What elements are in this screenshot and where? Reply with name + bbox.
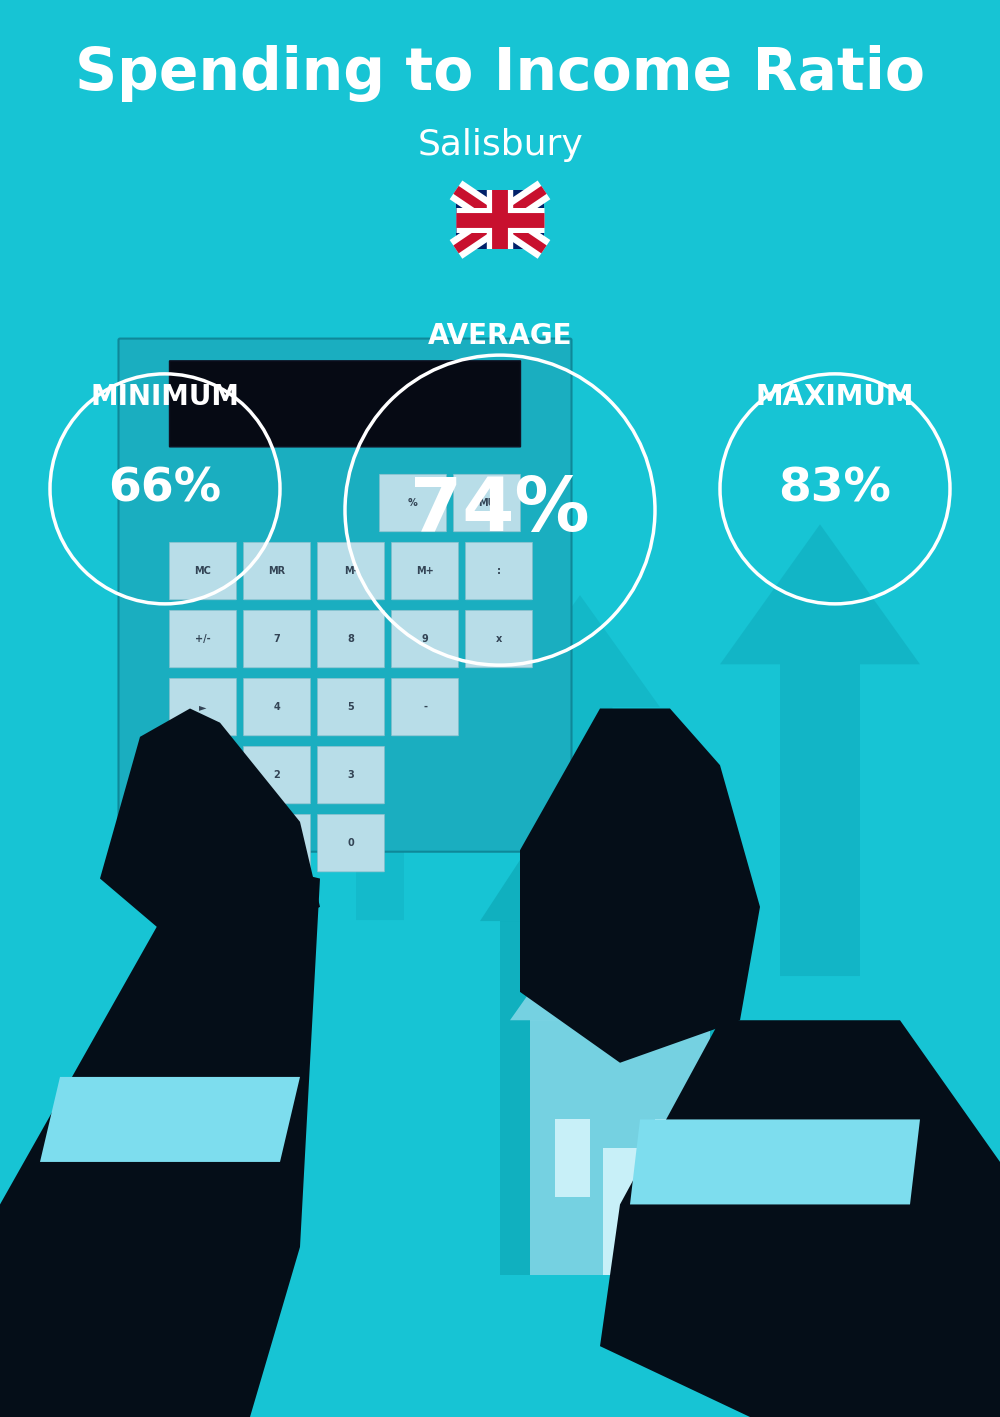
FancyBboxPatch shape bbox=[170, 679, 236, 735]
Text: 7: 7 bbox=[274, 633, 280, 645]
Text: MR: MR bbox=[268, 565, 286, 577]
Polygon shape bbox=[500, 595, 660, 948]
Text: $: $ bbox=[862, 1271, 889, 1308]
Bar bbox=[603, 1148, 641, 1275]
Text: MC: MC bbox=[195, 565, 211, 577]
Polygon shape bbox=[510, 864, 730, 1020]
Polygon shape bbox=[600, 1020, 1000, 1417]
Bar bbox=[685, 1248, 795, 1280]
FancyBboxPatch shape bbox=[318, 611, 384, 667]
Text: x: x bbox=[496, 633, 502, 645]
Text: Spending to Income Ratio: Spending to Income Ratio bbox=[75, 45, 925, 102]
Text: 0: 0 bbox=[348, 837, 354, 849]
Text: 74%: 74% bbox=[410, 473, 590, 547]
Text: C/A: C/A bbox=[194, 769, 212, 781]
Bar bbox=[620, 871, 645, 949]
Bar bbox=[685, 1197, 795, 1229]
Bar bbox=[500, 921, 720, 1275]
Text: MINIMUM: MINIMUM bbox=[90, 383, 240, 411]
FancyBboxPatch shape bbox=[466, 543, 532, 599]
FancyBboxPatch shape bbox=[318, 815, 384, 871]
Polygon shape bbox=[630, 1119, 920, 1204]
FancyBboxPatch shape bbox=[392, 611, 458, 667]
FancyBboxPatch shape bbox=[244, 815, 310, 871]
FancyBboxPatch shape bbox=[380, 475, 446, 531]
Text: 00: 00 bbox=[196, 837, 210, 849]
FancyBboxPatch shape bbox=[170, 815, 236, 871]
FancyBboxPatch shape bbox=[244, 747, 310, 803]
Text: 9: 9 bbox=[422, 633, 428, 645]
Text: +/-: +/- bbox=[195, 633, 211, 645]
FancyBboxPatch shape bbox=[170, 611, 236, 667]
Text: 5: 5 bbox=[348, 701, 354, 713]
Text: -: - bbox=[423, 701, 427, 713]
Text: Salisbury: Salisbury bbox=[417, 128, 583, 162]
FancyBboxPatch shape bbox=[119, 339, 572, 852]
Text: %: % bbox=[408, 497, 418, 509]
Bar bbox=[850, 1141, 900, 1183]
FancyBboxPatch shape bbox=[244, 679, 310, 735]
Text: AVERAGE: AVERAGE bbox=[428, 322, 572, 350]
FancyBboxPatch shape bbox=[170, 543, 236, 599]
FancyBboxPatch shape bbox=[244, 611, 310, 667]
Polygon shape bbox=[100, 708, 320, 964]
Bar bbox=[770, 1134, 810, 1169]
Text: .: . bbox=[275, 837, 279, 849]
FancyBboxPatch shape bbox=[318, 747, 384, 803]
Polygon shape bbox=[720, 524, 920, 976]
Text: 83%: 83% bbox=[779, 466, 891, 512]
FancyBboxPatch shape bbox=[170, 747, 236, 803]
Polygon shape bbox=[480, 723, 740, 921]
Text: 3: 3 bbox=[348, 769, 354, 781]
Bar bbox=[456, 190, 544, 249]
Bar bbox=[685, 1265, 795, 1297]
Text: M+: M+ bbox=[416, 565, 434, 577]
Text: MU: MU bbox=[478, 497, 496, 509]
FancyBboxPatch shape bbox=[466, 611, 532, 667]
FancyBboxPatch shape bbox=[244, 543, 310, 599]
Polygon shape bbox=[40, 1077, 300, 1162]
Text: 2: 2 bbox=[274, 769, 280, 781]
Text: $: $ bbox=[782, 1244, 798, 1264]
Text: MAXIMUM: MAXIMUM bbox=[756, 383, 914, 411]
FancyBboxPatch shape bbox=[318, 543, 384, 599]
Text: 66%: 66% bbox=[108, 466, 222, 512]
Bar bbox=[530, 1020, 710, 1275]
Polygon shape bbox=[520, 708, 760, 1063]
Text: 4: 4 bbox=[274, 701, 280, 713]
FancyBboxPatch shape bbox=[318, 679, 384, 735]
Bar bbox=[685, 1231, 795, 1263]
Ellipse shape bbox=[800, 1179, 950, 1400]
FancyBboxPatch shape bbox=[170, 361, 520, 446]
Bar bbox=[655, 1119, 690, 1197]
Text: M-: M- bbox=[344, 565, 358, 577]
Bar bbox=[555, 1119, 590, 1197]
Bar bbox=[685, 1180, 795, 1212]
Text: :: : bbox=[497, 565, 501, 577]
Polygon shape bbox=[320, 652, 440, 920]
FancyBboxPatch shape bbox=[392, 679, 458, 735]
Text: 8: 8 bbox=[348, 633, 354, 645]
Text: ►: ► bbox=[199, 701, 207, 713]
Bar bbox=[685, 1214, 795, 1246]
FancyBboxPatch shape bbox=[392, 543, 458, 599]
FancyBboxPatch shape bbox=[454, 475, 520, 531]
Ellipse shape bbox=[740, 1173, 840, 1335]
Polygon shape bbox=[0, 850, 320, 1417]
Bar bbox=[610, 708, 645, 808]
